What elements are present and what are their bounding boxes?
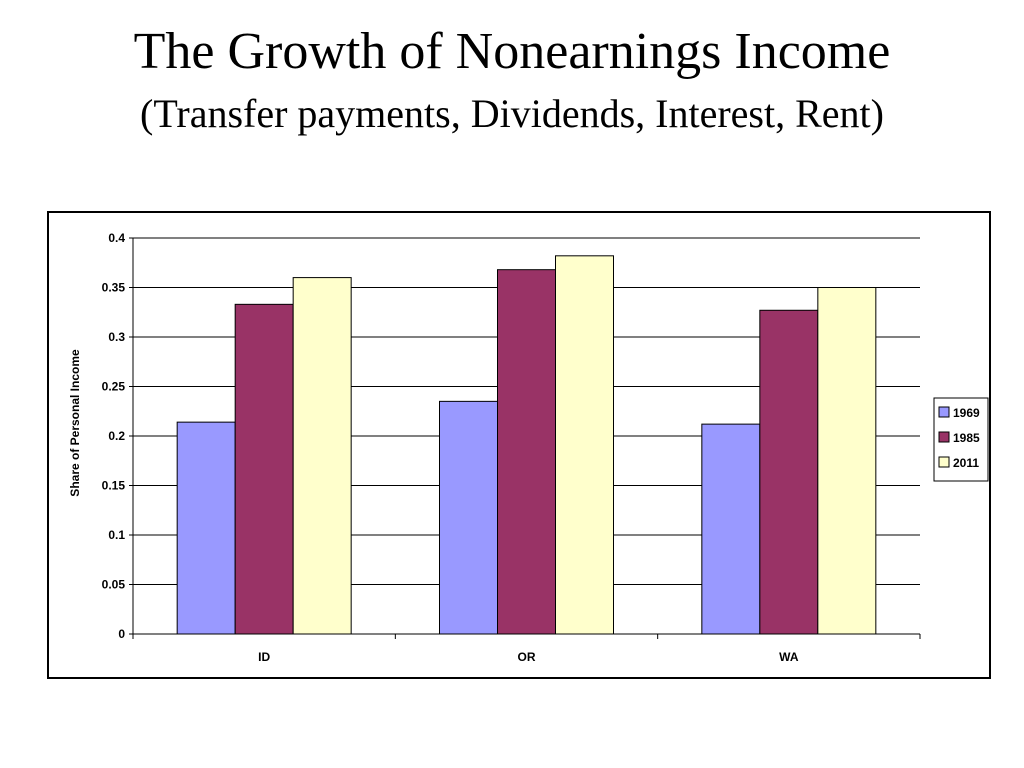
legend-swatch-1969 bbox=[938, 406, 950, 418]
bar-or-1985 bbox=[497, 269, 556, 635]
y-tick-label: 0.25 bbox=[102, 380, 126, 394]
bar-or-2011 bbox=[555, 255, 614, 635]
y-tick-label: 0.3 bbox=[108, 330, 125, 344]
bar-id-1985 bbox=[234, 303, 294, 635]
slide-title: The Growth of Nonearnings Income bbox=[133, 23, 891, 80]
bar-chart: 0 0.05 0.1 0.15 0.2 0.25 0.3 0.35 0.4 ID OR WA Shar… bbox=[68, 231, 989, 664]
chart-frame: 0 0.05 0.1 0.15 0.2 0.25 0.3 0.35 0.4 ID OR WA Shar… bbox=[47, 211, 991, 679]
x-tick-label: WA bbox=[779, 650, 799, 664]
bar-wa-2011 bbox=[817, 287, 877, 635]
legend-label-1985: 1985 bbox=[953, 431, 980, 445]
y-axis-label: Share of Personal Income bbox=[68, 349, 82, 497]
x-tick-label: OR bbox=[518, 650, 536, 664]
y-tick-label: 0.1 bbox=[108, 528, 125, 542]
y-tick-label: 0.05 bbox=[102, 578, 126, 592]
legend-swatch-2011 bbox=[938, 456, 950, 468]
legend-label-1969: 1969 bbox=[953, 406, 980, 420]
y-tick-label: 0.15 bbox=[102, 479, 126, 493]
y-tick-label: 0 bbox=[118, 627, 125, 641]
bar-or-1969 bbox=[439, 400, 498, 635]
bar-id-2011 bbox=[292, 277, 352, 635]
y-tick-label: 0.2 bbox=[108, 429, 125, 443]
x-tick-label: ID bbox=[258, 650, 270, 664]
slide-subtitle: (Transfer payments, Dividends, Interest,… bbox=[140, 91, 884, 136]
legend: 1969 1985 2011 bbox=[933, 397, 989, 482]
legend-swatch-1985 bbox=[938, 431, 950, 443]
bars bbox=[176, 255, 877, 635]
y-tick-label: 0.35 bbox=[102, 281, 126, 295]
bar-wa-1969 bbox=[701, 423, 761, 635]
bar-wa-1985 bbox=[759, 309, 819, 635]
y-tick-label: 0.4 bbox=[108, 231, 125, 245]
bar-id-1969 bbox=[176, 421, 236, 635]
legend-label-2011: 2011 bbox=[953, 456, 979, 470]
axes: 0 0.05 0.1 0.15 0.2 0.25 0.3 0.35 0.4 ID OR WA bbox=[102, 231, 921, 664]
